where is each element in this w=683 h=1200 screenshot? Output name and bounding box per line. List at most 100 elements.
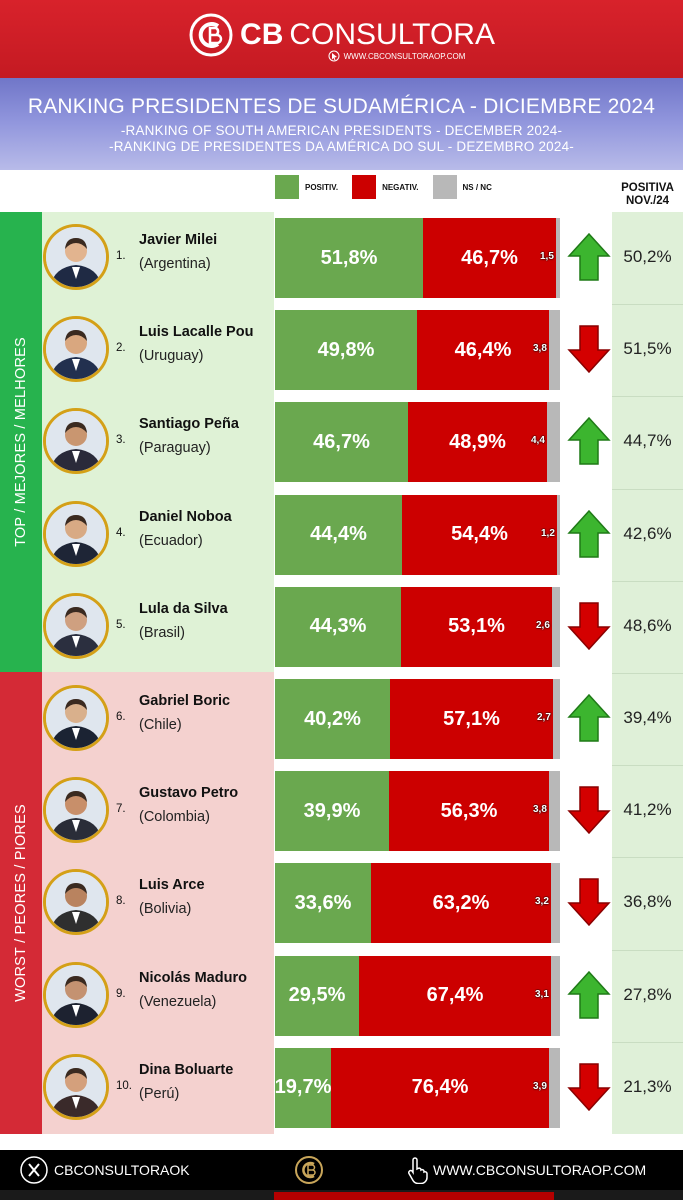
header-url[interactable]: WWW.CBCONSULTORAOP.COM bbox=[343, 51, 466, 61]
bar-negative: 67,4% bbox=[359, 955, 551, 1036]
previous-positive-value: 36,8% bbox=[623, 892, 672, 912]
table-row: 6. Gabriel Boric (Chile) 40,2% 57,1% 2,7 39,4% bbox=[0, 673, 683, 765]
bar-positive: 44,4% bbox=[275, 494, 402, 575]
president-name: Lula da Silva bbox=[139, 600, 228, 617]
portrait-icon bbox=[46, 1056, 106, 1117]
portrait-icon bbox=[46, 411, 106, 472]
data-label-nsnc: 3,8 bbox=[533, 343, 547, 355]
table-row: 3. Santiago Peña (Paraguay) 46,7% 48,9% 4,4 44… bbox=[0, 396, 683, 488]
data-label-negative: 48,9% bbox=[449, 430, 506, 453]
arrow-up-icon bbox=[567, 232, 611, 282]
title-band: RANKING PRESIDENTES DE SUDAMÉRICA - DICI… bbox=[0, 78, 683, 170]
president-country: (Bolivia) bbox=[139, 901, 192, 918]
data-label-nsnc: 3,9 bbox=[533, 1080, 547, 1092]
data-label-nsnc: 4,4 bbox=[531, 435, 545, 447]
table-row: 1. Javier Milei (Argentina) 51,8% 46,7% 1,5 50… bbox=[0, 212, 683, 304]
brand[interactable]: CB CONSULTORA bbox=[188, 12, 495, 58]
legend-label-nsnc: NS / NC bbox=[462, 182, 492, 192]
arrow-down-icon bbox=[567, 785, 611, 835]
data-label-positive: 44,3% bbox=[309, 615, 367, 638]
data-label-nsnc: 3,1 bbox=[535, 988, 549, 1000]
president-name: Javier Milei bbox=[139, 232, 218, 248]
bar-negative: 48,9% bbox=[408, 402, 547, 483]
pointer-hand-icon bbox=[408, 1157, 428, 1184]
portrait-icon bbox=[46, 964, 106, 1025]
rank-number: 7. bbox=[116, 803, 126, 816]
president-name: Dina Boluarte bbox=[139, 1061, 234, 1078]
table-row: 4. Daniel Noboa (Ecuador) 44,4% 54,4% 1,2 42,6… bbox=[0, 488, 683, 581]
legend-swatch-negative bbox=[352, 175, 377, 199]
data-label-positive: 39,9% bbox=[303, 799, 361, 822]
subtitle-pt: -RANKING DE PRESIDENTES DA AMÉRICA DO SU… bbox=[109, 139, 574, 154]
footer-handle[interactable]: CBCONSULTORAOK bbox=[54, 1162, 190, 1178]
header: CB CONSULTORA WWW.CBCONSULTORAOP.COM bbox=[0, 0, 683, 78]
row-divider bbox=[612, 1041, 683, 1043]
portrait-icon bbox=[46, 688, 106, 748]
data-label-positive: 49,8% bbox=[317, 338, 375, 361]
legend-positive: POSITIV. bbox=[275, 175, 338, 199]
rank-number: 6. bbox=[116, 711, 126, 723]
bar-positive: 40,2% bbox=[275, 679, 390, 759]
row-divider bbox=[612, 673, 683, 674]
previous-positive-value: 27,8% bbox=[623, 984, 672, 1004]
bar-nsnc bbox=[549, 771, 560, 852]
data-label-nsnc: 2,7 bbox=[537, 712, 551, 723]
previous-header-line2: NOV./24 bbox=[625, 195, 670, 207]
president-country: (Chile) bbox=[139, 717, 182, 733]
portrait-icon bbox=[46, 780, 106, 841]
row-divider bbox=[612, 488, 683, 490]
footer-website[interactable]: WWW.CBCONSULTORAOP.COM bbox=[433, 1162, 647, 1178]
row-divider bbox=[612, 949, 683, 951]
bar-nsnc bbox=[547, 402, 560, 483]
table-row: 2. Luis Lacalle Pou (Uruguay) 49,8% 46,4% 3,8… bbox=[0, 304, 683, 396]
rank-number: 10. bbox=[116, 1079, 132, 1092]
president-country: (Uruguay) bbox=[139, 348, 204, 365]
table-row: 10. Dina Boluarte (Perú) 19,7% 76,4% 3,9 21,3% bbox=[0, 1041, 683, 1134]
arrow-down-icon bbox=[567, 601, 611, 651]
previous-month-header: POSITIVA NOV./24 bbox=[612, 182, 683, 208]
table-row: 7. Gustavo Petro (Colombia) 39,9% 56,3% 3,8 41… bbox=[0, 765, 683, 857]
cursor-icon bbox=[328, 50, 340, 62]
arrow-up-icon bbox=[567, 970, 611, 1020]
bar-negative: 63,2% bbox=[371, 863, 551, 944]
bar-negative: 53,1% bbox=[401, 586, 552, 667]
bar-positive: 46,7% bbox=[275, 402, 408, 483]
table-row: 9. Nicolás Maduro (Venezuela) 29,5% 67,4% 3,1… bbox=[0, 949, 683, 1042]
president-name: Luis Arce bbox=[139, 877, 205, 894]
portrait-icon bbox=[46, 595, 106, 656]
bar-nsnc bbox=[549, 1047, 560, 1128]
data-label-negative: 63,2% bbox=[432, 891, 490, 914]
row-divider bbox=[612, 765, 683, 767]
bar-nsnc bbox=[551, 863, 560, 944]
data-label-negative: 54,4% bbox=[451, 523, 508, 546]
previous-positive-value: 42,6% bbox=[623, 523, 672, 543]
row-divider bbox=[612, 304, 683, 306]
previous-positive-value: 21,3% bbox=[623, 1076, 672, 1096]
bar-positive: 39,9% bbox=[275, 771, 389, 852]
row-divider bbox=[612, 396, 683, 398]
previous-header-line1: POSITIVA bbox=[621, 182, 674, 194]
brand-consultora: CONSULTORA bbox=[289, 18, 495, 51]
avatar bbox=[43, 869, 109, 936]
row-divider bbox=[612, 580, 683, 582]
data-label-negative: 76,4% bbox=[411, 1076, 469, 1099]
data-label-nsnc: 3,2 bbox=[535, 896, 549, 908]
data-label-negative: 53,1% bbox=[448, 615, 505, 638]
data-label-nsnc: 1,2 bbox=[541, 527, 555, 539]
data-label-positive: 29,5% bbox=[288, 984, 346, 1007]
bar-nsnc bbox=[551, 955, 560, 1036]
rank-number: 9. bbox=[116, 987, 126, 1000]
chart-area: POSITIV. NEGATIV. NS / NC POSITIVA NOV./… bbox=[0, 170, 683, 1150]
avatar bbox=[43, 777, 109, 844]
data-label-negative: 56,3% bbox=[440, 799, 498, 822]
legend-swatch-nsnc bbox=[432, 175, 457, 199]
x-social-icon[interactable] bbox=[20, 1156, 48, 1184]
rank-number: 8. bbox=[116, 895, 126, 908]
subtitle-en: -RANKING OF SOUTH AMERICAN PRESIDENTS - … bbox=[120, 123, 563, 138]
avatar bbox=[43, 685, 109, 751]
arrow-up-icon bbox=[567, 509, 611, 559]
bar-negative: 46,4% bbox=[417, 310, 549, 391]
bar-positive: 44,3% bbox=[275, 586, 401, 667]
rank-number: 3. bbox=[116, 434, 126, 447]
legend-label-negative: NEGATIV. bbox=[382, 182, 419, 192]
